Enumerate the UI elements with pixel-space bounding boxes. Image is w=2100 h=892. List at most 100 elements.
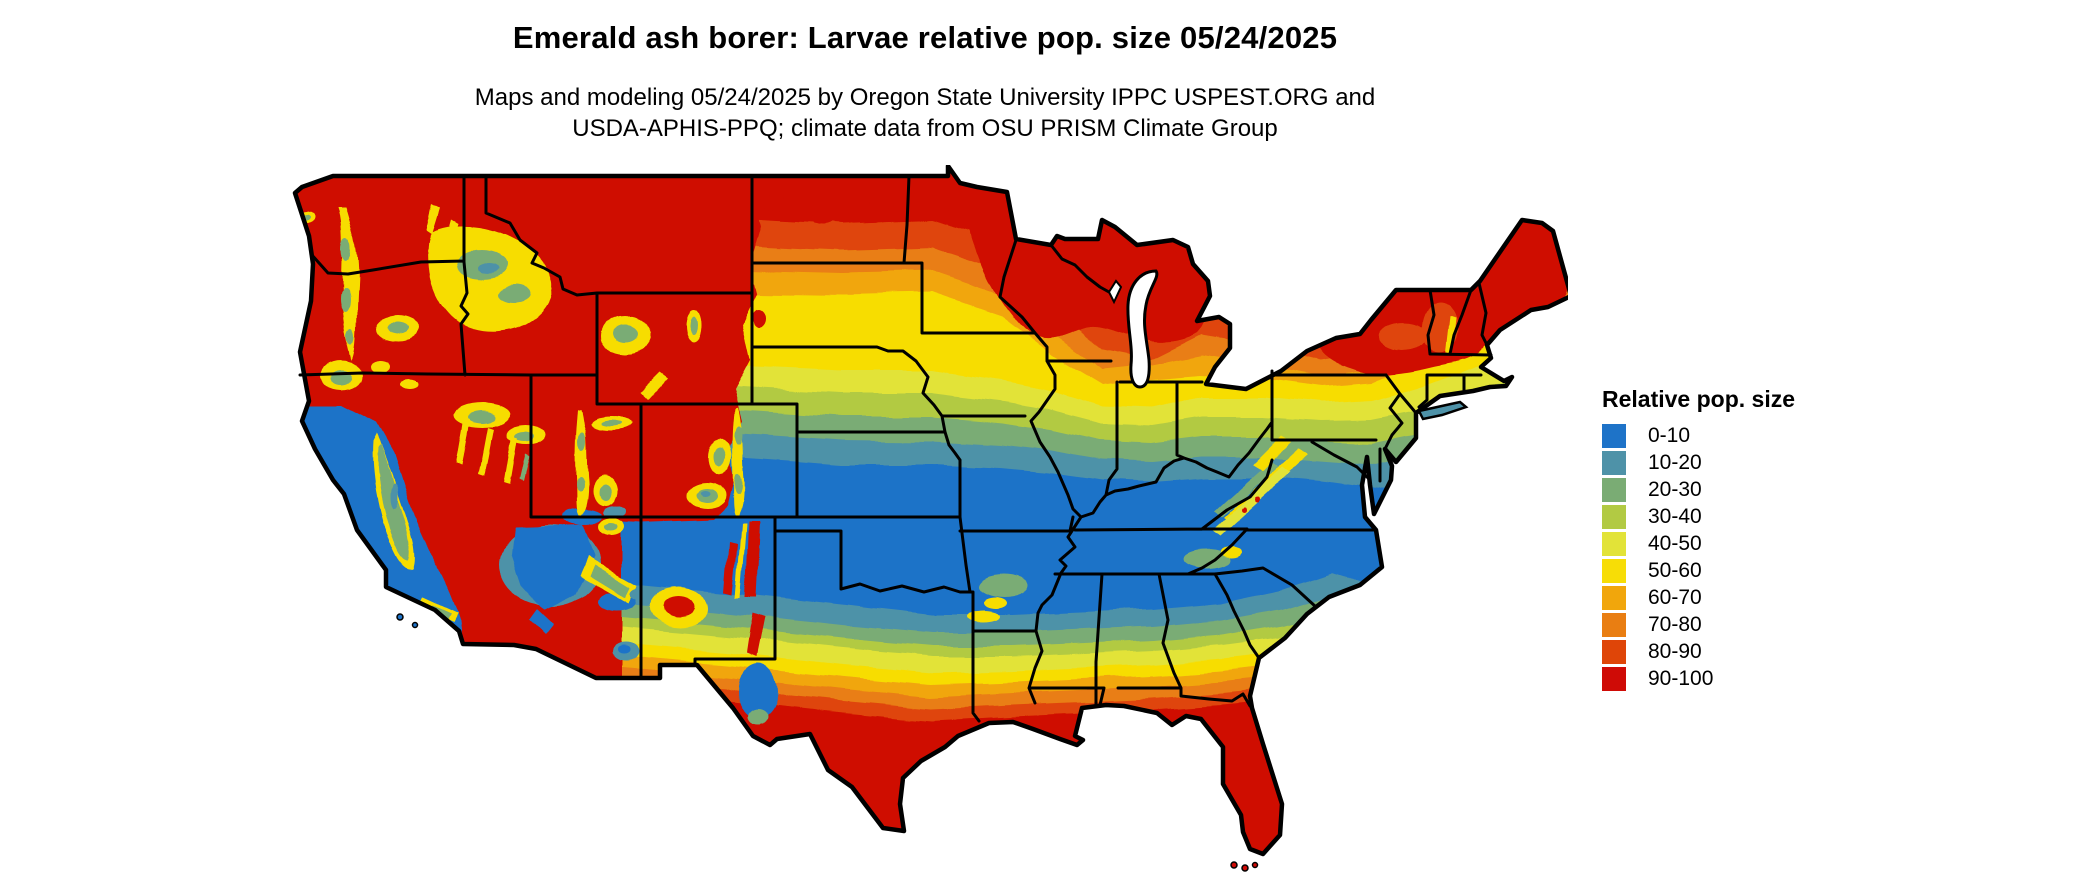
appalachian-yellowgreen [1212, 467, 1290, 537]
wv-yellow-streak [1252, 435, 1292, 471]
san-juan-teal [699, 490, 709, 496]
legend-label: 60-70 [1648, 586, 1702, 609]
kaibab-green [605, 523, 619, 531]
wind-river-yellow [640, 373, 670, 403]
black-hills-red [753, 309, 767, 327]
colorado-river-blue [529, 609, 554, 636]
legend-label: 20-30 [1648, 478, 1702, 501]
legend-swatch-0-10 [1602, 424, 1626, 448]
legend-label: 50-60 [1648, 559, 1702, 582]
green-bay [1107, 279, 1123, 305]
florida-keys-2 [1241, 864, 1249, 872]
wasatch-green-1 [578, 431, 586, 449]
sangre-de-cristo-yellow [735, 523, 746, 597]
sangre-de-cristo-red [745, 521, 760, 597]
legend-item: 20-30 [1602, 478, 1862, 502]
nd-red-patch-2 [812, 215, 832, 225]
ct-valley-yellow [1446, 315, 1456, 355]
lake-tahoe-dot [392, 462, 398, 468]
yellowstone-green [613, 324, 639, 342]
nd-red-patch-1 [761, 196, 793, 210]
co-front-green-2 [734, 475, 742, 495]
channel-island-2 [411, 621, 419, 629]
jemez-red [724, 541, 737, 593]
legend-label: 10-20 [1648, 451, 1702, 474]
legend-item: 70-80 [1602, 613, 1862, 637]
legend-swatch-90-100 [1602, 667, 1626, 691]
map-fill-layers [295, 166, 1568, 854]
legend-label: 40-50 [1648, 532, 1702, 555]
blue-mtns-green [386, 322, 408, 334]
legend-item: 50-60 [1602, 559, 1862, 583]
davis-mtns-green [748, 709, 768, 725]
us-map [282, 165, 1568, 878]
legend: Relative pop. size 0-10 10-20 20-30 30-4… [1602, 386, 1862, 694]
co-front-green-1 [735, 425, 743, 445]
cascades-green-1 [341, 239, 351, 261]
us-outline [292, 165, 1568, 857]
wasatch-green-2 [576, 475, 584, 491]
great-lakes-red-region [971, 225, 1208, 342]
s-nevada-blue [512, 525, 594, 609]
legend-label: 30-40 [1648, 505, 1702, 528]
ne-wa-yellow-1 [426, 205, 440, 235]
idaho-rockies-yellow [427, 226, 553, 332]
legend-item: 80-90 [1602, 640, 1862, 664]
nevada-range-4 [520, 455, 530, 483]
legend-label: 70-80 [1648, 613, 1702, 636]
california-blue-region [302, 405, 463, 644]
s-utah-teal-patch [602, 506, 626, 518]
legend-swatch-50-60 [1602, 559, 1626, 583]
wv-red-speck-1 [1254, 497, 1260, 503]
legend-item: 30-40 [1602, 505, 1862, 529]
subtitle-line-1: Maps and modeling 05/24/2025 by Oregon S… [474, 84, 1376, 111]
idaho-rockies-green-2 [498, 286, 530, 304]
appalachian-green [1214, 461, 1278, 517]
legend-label: 90-100 [1648, 667, 1714, 690]
bighorn-green [690, 318, 698, 336]
davis-mtns-blue [738, 663, 778, 719]
adirondack-orange-ring [1380, 323, 1428, 351]
sierra-teal-strip [390, 483, 398, 507]
nevada-range-3 [504, 437, 518, 487]
state-borders [298, 174, 1493, 723]
us-map-svg [292, 165, 1568, 872]
ozark-green [978, 573, 1030, 597]
gila-red [665, 597, 695, 617]
legend-swatch-10-20 [1602, 451, 1626, 475]
legend-item: 60-70 [1602, 586, 1862, 610]
legend-item: 10-20 [1602, 451, 1862, 475]
legend-swatch-80-90 [1602, 640, 1626, 664]
legend-item: 40-50 [1602, 532, 1862, 556]
subtitle-line-2: USDA-APHIS-PPQ; climate data from OSU PR… [572, 115, 1278, 142]
legend-item: 0-10 [1602, 424, 1862, 448]
mogollon-green [589, 565, 630, 597]
header: Emerald ash borer: Larvae relative pop. … [0, 20, 1850, 144]
uintas-green [602, 420, 622, 426]
cascades-green-2 [340, 288, 350, 312]
utah-plateau-green [598, 483, 610, 501]
idaho-rockies-teal [479, 263, 497, 273]
cascades-green-3 [347, 329, 355, 345]
minnesota-arrowhead-red [947, 192, 1007, 228]
long-island [1417, 400, 1469, 421]
legend-swatch-60-70 [1602, 586, 1626, 610]
legend-swatch-70-80 [1602, 613, 1626, 637]
wv-red-speck-2 [1241, 507, 1247, 513]
legend-label: 80-90 [1648, 640, 1702, 663]
se-oregon-yellow-1 [370, 359, 390, 371]
legend-title: Relative pop. size [1602, 386, 1796, 412]
nd-red-patch-3 [870, 200, 894, 210]
channel-island-1 [396, 613, 404, 621]
subtitle: Maps and modeling 05/24/2025 by Oregon S… [0, 82, 1850, 144]
sawatch-green [714, 447, 726, 467]
legend-label: 0-10 [1648, 424, 1691, 447]
northeast-red-region [1317, 217, 1568, 374]
sacramento-mtns-red [746, 613, 764, 657]
nevada-range-2 [479, 427, 494, 477]
ozark-yellow [982, 597, 1006, 609]
legend-item: 90-100 [1602, 667, 1862, 691]
nevada-range-1 [456, 417, 470, 465]
sky-islands-blue [618, 645, 630, 653]
nevada-green-1 [468, 411, 496, 423]
